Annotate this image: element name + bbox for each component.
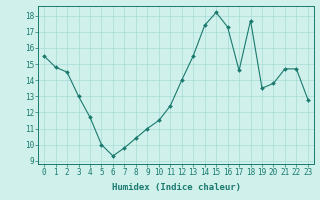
X-axis label: Humidex (Indice chaleur): Humidex (Indice chaleur) [111,183,241,192]
